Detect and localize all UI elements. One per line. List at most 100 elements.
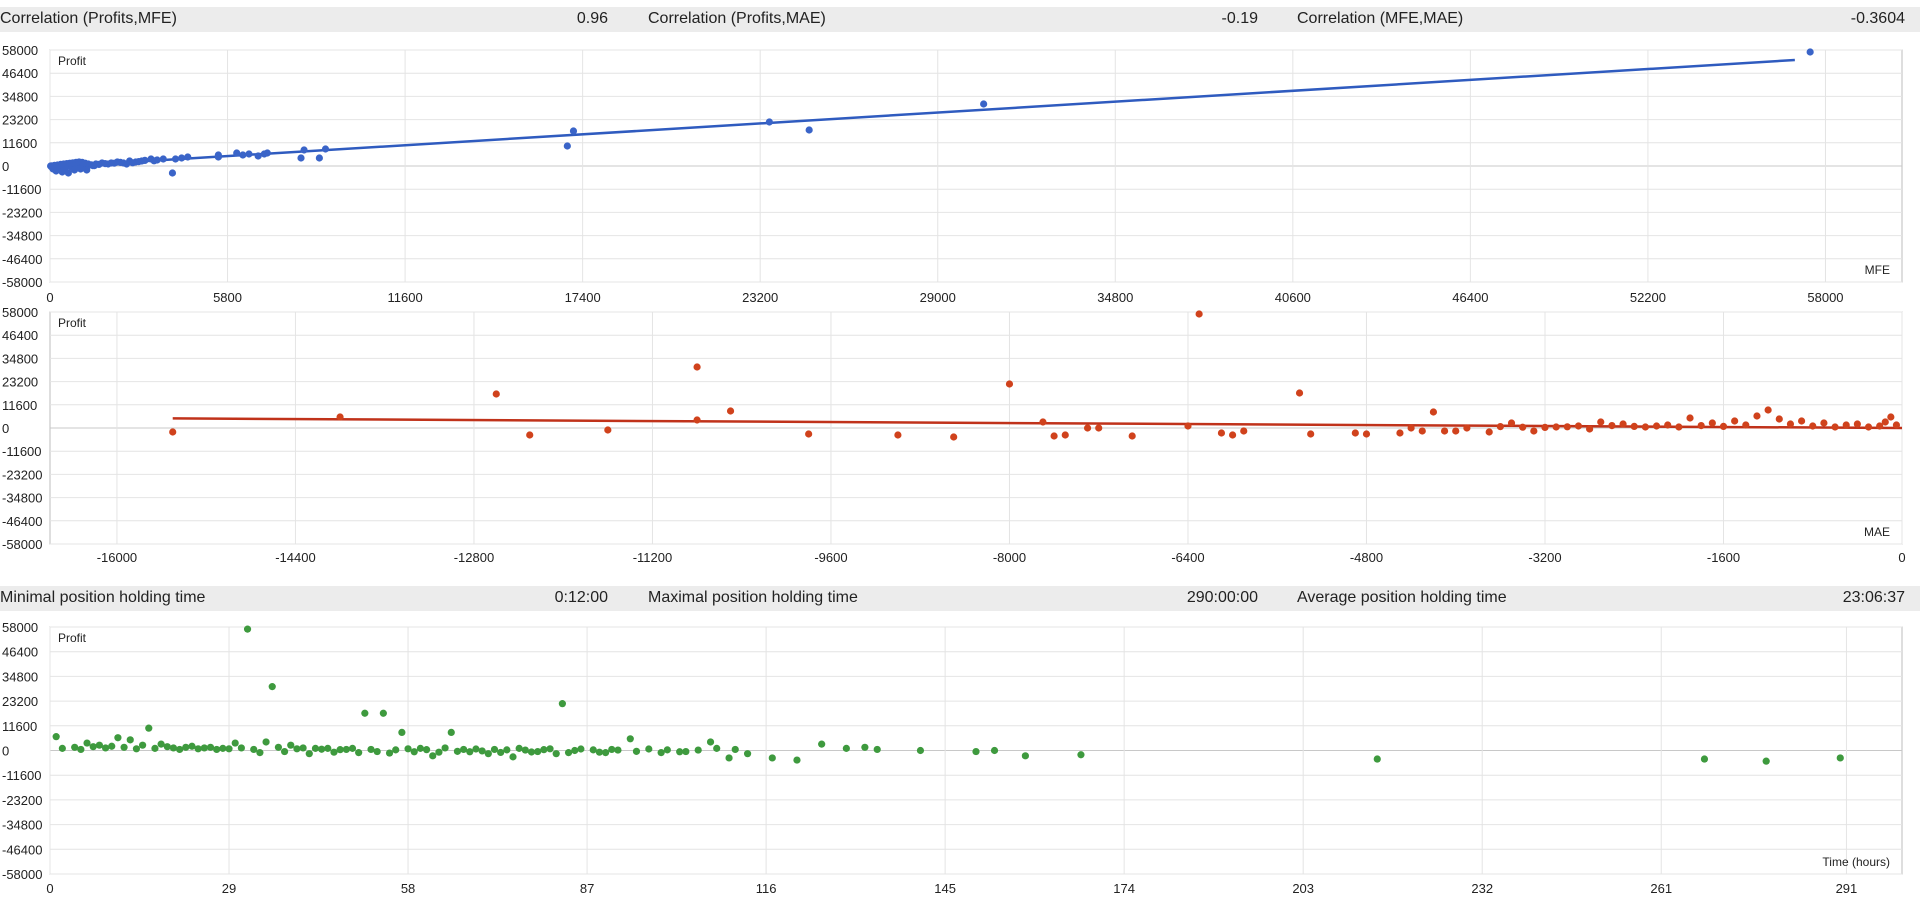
x-tick-label: -11200 <box>633 550 673 565</box>
data-point <box>1307 430 1315 438</box>
data-point <box>793 756 801 764</box>
data-point <box>1083 424 1092 432</box>
data-point <box>1700 755 1709 763</box>
data-point <box>373 747 381 756</box>
data-point <box>219 744 227 752</box>
data-point <box>83 739 91 747</box>
data-point <box>245 150 253 158</box>
y-tick-label: -11600 <box>2 182 42 197</box>
y-tick-label: -23200 <box>2 793 42 808</box>
data-point <box>1519 423 1527 431</box>
data-point <box>478 747 486 755</box>
data-point <box>256 749 264 757</box>
y-tick-label: -11600 <box>2 444 42 459</box>
data-point <box>1362 430 1371 438</box>
data-point <box>1864 423 1873 431</box>
data-point <box>1077 751 1085 759</box>
data-point <box>71 743 79 751</box>
stat-label-max-holding: Maximal position holding time <box>648 589 858 606</box>
data-point <box>1240 427 1248 435</box>
x-tick-label: -6400 <box>1171 550 1204 565</box>
data-point <box>1530 427 1538 435</box>
data-point <box>1195 310 1203 318</box>
y-tick-label: -46400 <box>2 514 42 529</box>
data-point <box>231 739 239 747</box>
data-point <box>1485 428 1493 436</box>
y-axis-label: Profit <box>58 316 87 330</box>
data-point <box>77 745 85 754</box>
y-tick-label: -46400 <box>2 842 42 857</box>
y-tick-label: 58000 <box>2 620 38 635</box>
data-point <box>101 160 109 168</box>
y-tick-label: 11600 <box>2 719 37 734</box>
x-tick-label: 116 <box>756 881 777 896</box>
data-point <box>1586 425 1594 433</box>
y-tick-label: -34800 <box>2 491 42 506</box>
x-tick-label: -8000 <box>993 550 1026 565</box>
data-point <box>233 149 241 157</box>
stat-value-profits-mfe: 0.96 <box>576 10 608 27</box>
data-point <box>1496 423 1504 431</box>
stat-value-mfe-mae: -0.3604 <box>1850 10 1905 27</box>
data-point <box>135 158 143 166</box>
data-point <box>842 744 850 752</box>
data-point <box>558 700 566 708</box>
data-point <box>260 150 268 158</box>
data-point <box>1061 431 1069 439</box>
y-tick-label: 0 <box>2 159 9 174</box>
data-point <box>466 748 474 756</box>
x-tick-label: -4800 <box>1350 550 1383 565</box>
data-point <box>300 146 308 154</box>
data-point <box>608 745 616 754</box>
data-point <box>348 744 357 752</box>
data-point <box>873 745 881 754</box>
data-point <box>336 746 344 754</box>
data-point <box>1552 423 1560 431</box>
data-point <box>1708 419 1716 427</box>
data-point <box>178 154 186 162</box>
data-point <box>404 745 412 753</box>
x-tick-label: -9600 <box>814 550 847 565</box>
data-point <box>429 752 437 760</box>
y-tick-label: 34800 <box>2 669 38 684</box>
data-point <box>1831 423 1839 431</box>
y-tick-label: 34800 <box>2 89 38 104</box>
data-point <box>225 745 233 753</box>
data-point <box>435 748 443 756</box>
data-point <box>768 754 776 762</box>
stat-label-min-holding: Minimal position holding time <box>0 589 206 606</box>
data-point <box>243 625 252 633</box>
data-point <box>139 741 147 749</box>
data-point <box>200 744 208 752</box>
y-tick-label: 0 <box>2 421 9 436</box>
x-tick-label: 29000 <box>920 290 956 305</box>
data-point <box>861 743 869 751</box>
data-point <box>168 169 177 177</box>
data-point <box>58 168 66 176</box>
data-point <box>1463 424 1471 432</box>
data-point <box>1005 380 1014 388</box>
data-point <box>214 153 222 161</box>
x-tick-label: 34800 <box>1097 290 1133 305</box>
data-point <box>657 749 665 757</box>
x-tick-label: 291 <box>1836 881 1858 896</box>
data-point <box>141 156 149 164</box>
chart-mae: 58000 46400 34800 23200 11600 0 -11600 -23200 -3… <box>2 305 1906 565</box>
data-point <box>1820 419 1828 427</box>
x-tick-label: 0 <box>1898 550 1905 565</box>
data-point <box>1351 429 1359 437</box>
data-point <box>694 746 702 754</box>
x-tick-label: 0 <box>46 290 53 305</box>
x-tick-label: 46400 <box>1452 290 1488 305</box>
x-tick-label: 11600 <box>388 290 423 305</box>
data-point <box>1876 422 1884 430</box>
data-point <box>713 744 721 752</box>
data-point <box>305 750 313 758</box>
data-point <box>1652 422 1661 430</box>
data-point <box>972 747 980 756</box>
data-point <box>250 745 258 754</box>
x-tick-label: -3200 <box>1528 550 1561 565</box>
data-point <box>1541 423 1549 431</box>
data-point <box>1619 420 1627 428</box>
